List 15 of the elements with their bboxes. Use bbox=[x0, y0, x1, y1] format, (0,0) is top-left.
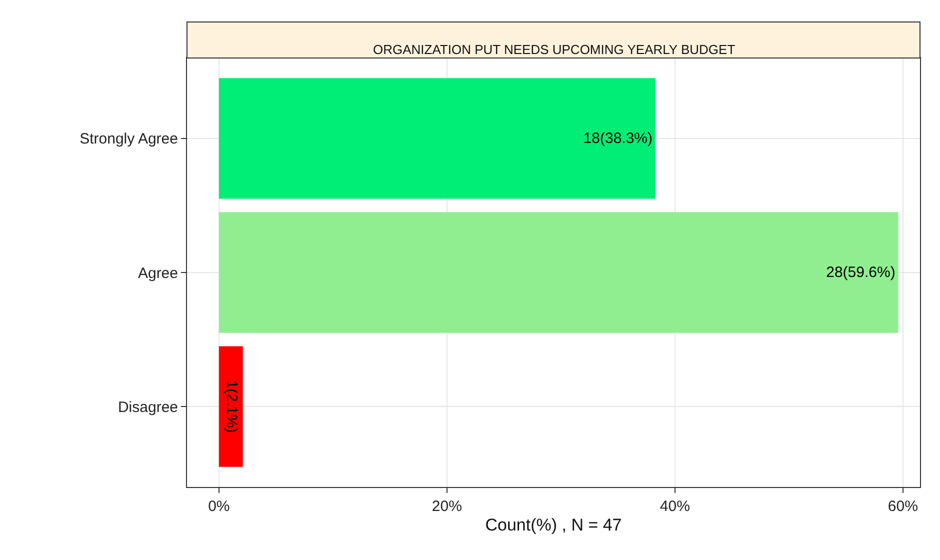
x-tick-label: 0% bbox=[208, 498, 230, 515]
data-label: 28(59.6%) bbox=[826, 264, 896, 281]
x-tick-label: 40% bbox=[660, 498, 690, 515]
data-label: 1(2.1%) bbox=[222, 380, 240, 433]
y-tick-label: Disagree bbox=[118, 398, 178, 416]
bar bbox=[218, 212, 898, 333]
x-tick-label: 60% bbox=[888, 498, 918, 515]
chart-title: ORGANIZATION PUT NEEDS UPCOMING YEARLY BUDGET bbox=[373, 42, 736, 57]
bar bbox=[218, 78, 656, 199]
bar bbox=[218, 346, 243, 467]
x-axis-title: Count(%) , N = 47 bbox=[485, 515, 622, 534]
y-tick-label: Strongly Agree bbox=[80, 130, 178, 148]
x-tick-label: 20% bbox=[432, 498, 462, 515]
y-tick-label: Agree bbox=[138, 264, 178, 282]
data-label: 18(38.3%) bbox=[583, 130, 653, 147]
